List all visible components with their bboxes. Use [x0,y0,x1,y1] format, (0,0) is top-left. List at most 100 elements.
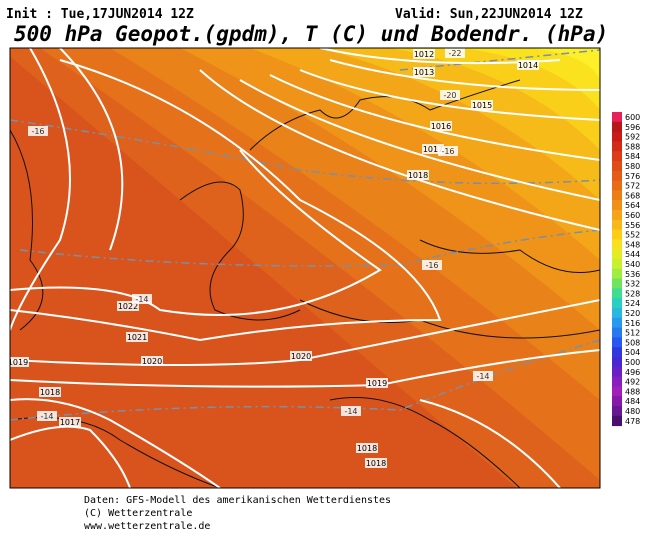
color-swatch [612,396,622,407]
color-swatch [612,357,622,368]
color-scale-label: 508 [625,338,640,347]
color-scale-label: 576 [625,172,640,181]
label-box [132,294,152,304]
label-box [365,458,387,468]
coastline [179,181,301,321]
color-swatch [612,112,622,123]
color-scale-label: 524 [625,299,640,308]
color-swatch [612,317,622,329]
isobar-label: 1012 [414,50,434,59]
isotherm [19,229,600,267]
color-scale-label: 568 [625,191,640,200]
footer-line: Daten: GFS-Modell des amerikanischen Wet… [84,495,391,506]
color-scale-label: 564 [625,201,640,210]
color-swatch [612,376,622,387]
color-swatch [612,298,622,309]
label-box [407,170,429,180]
color-scale-label: 528 [625,289,640,298]
color-scale-label: 520 [625,309,640,318]
isobar [10,425,131,488]
color-swatch [612,366,622,378]
temperature-label: -14 [135,295,148,304]
isobar-label: 1020 [291,352,311,361]
label-box [290,351,312,361]
color-scale-label: 540 [625,260,640,269]
map-title: 500 hPa Geopot.(gpdm), T (C) und Bodendr… [14,22,608,46]
label-box [117,301,139,311]
label-box [445,48,465,58]
color-scale-label: 552 [625,231,640,240]
label-box [37,411,57,421]
isobar-label: 1021 [127,333,147,342]
color-scale-label: 492 [625,378,640,387]
isobar-label: 1022 [118,302,138,311]
color-swatch [612,229,622,240]
temperature-label: -20 [443,91,456,100]
valid-time: Valid: Sun,22JUN2014 12Z [395,7,583,22]
color-swatch [612,259,622,270]
isobar-label: 1017 [60,418,80,427]
color-swatch [612,415,622,427]
color-scale-label: 596 [625,123,640,132]
temperature-label: -14 [40,412,53,421]
temperature-label: -16 [425,261,438,270]
color-scale-label: 488 [625,387,640,396]
temperature-label: -16 [441,147,454,156]
color-swatch [612,210,622,221]
color-scale-label: 588 [625,142,640,151]
isobar-label: 1018 [366,459,386,468]
color-scale-label: 544 [625,250,640,259]
isobar-label: 1017 [423,145,443,154]
coastline [10,129,44,331]
label-box [366,378,388,388]
map-frame [9,47,601,489]
label-box [422,144,444,154]
color-swatch [612,121,622,133]
label-box [413,67,435,77]
isobar-label: 1016 [431,122,451,131]
color-scale-label: 512 [625,329,640,338]
isobar [419,399,561,488]
isobar [10,349,600,388]
isobar [269,74,600,161]
isobar-label: 1013 [414,68,434,77]
color-swatch [612,278,622,289]
color-swatch [612,131,622,142]
coastline [419,239,600,273]
color-swatch [612,288,622,299]
isobar [10,149,382,316]
color-scale-label: 532 [625,280,640,289]
color-scale-label: 504 [625,348,640,357]
color-swatch [612,190,622,201]
color-swatch [612,308,622,319]
field-band [390,48,600,150]
isotherm [10,119,600,185]
color-scale-label: 592 [625,133,640,142]
label-box [141,356,163,366]
temperature-label: -14 [476,372,489,381]
color-scale-label: 536 [625,270,640,279]
color-scale-label: 572 [625,182,640,191]
isobar [10,48,71,331]
color-swatch [612,170,622,182]
color-swatch [612,219,622,231]
color-swatch [612,337,622,348]
isobar-label: 1019 [367,379,387,388]
isobar-label: 1019 [8,358,28,367]
label-box [473,371,493,381]
color-swatch [612,141,622,152]
label-box [356,443,378,453]
isobar-label: 1018 [408,171,428,180]
label-box [126,332,148,342]
field-band [460,48,600,110]
color-scale-label: 600 [625,113,640,122]
isobar-label: 1014 [518,61,538,70]
label-box [517,60,539,70]
color-scale-label: 548 [625,240,640,249]
label-box [59,417,81,427]
color-swatch [612,386,622,397]
temperature-label: -14 [344,407,357,416]
color-swatch [612,347,622,358]
color-swatch [612,406,622,417]
